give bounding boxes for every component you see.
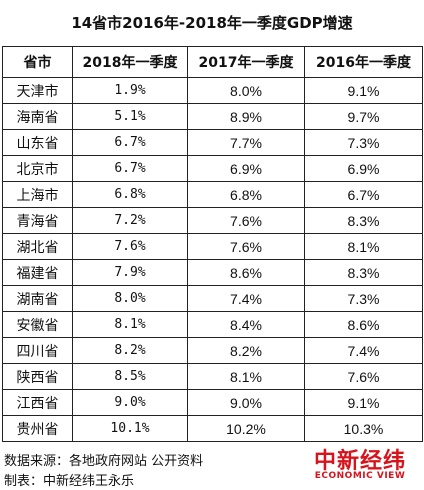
table-maker-note: 制表：中新经纬王永乐 [4,474,135,489]
province-cell: 山东省 [2,129,73,156]
gdp-2017q1-cell: 7.4% [187,285,305,312]
province-cell: 北京市 [2,155,73,182]
gdp-2016q1-cell: 10.3% [304,415,423,442]
logo-text-cn: 中新经纬 [313,449,406,474]
table-header-row: 省市 2018年一季度 2017年一季度 2016年一季度 [2,46,423,78]
gdp-2017q1-cell: 8.2% [187,337,305,364]
province-cell: 天津市 [2,77,73,104]
gdp-2017q1-cell: 8.4% [187,311,305,338]
gdp-2016q1-cell: 8.3% [304,259,423,286]
gdp-2018q1-cell: 6.8% [72,181,188,208]
table-row: 北京市 6.7% 6.9% 6.9% [2,155,423,182]
gdp-2016q1-cell: 6.7% [304,181,423,208]
province-cell: 上海市 [2,181,73,208]
gdp-2018q1-cell: 6.7% [72,155,188,182]
gdp-2016q1-cell: 9.1% [304,77,423,104]
gdp-table: 省市 2018年一季度 2017年一季度 2016年一季度 天津市 1.9% 8.0… [2,46,423,442]
gdp-2016q1-cell: 9.1% [304,389,423,416]
gdp-2018q1-cell: 6.7% [72,129,188,156]
table-row: 贵州省 10.1% 10.2% 10.3% [2,415,423,442]
gdp-2018q1-cell: 7.6% [72,233,188,260]
gdp-2017q1-cell: 8.6% [187,259,305,286]
table-row: 湖北省 7.6% 7.6% 8.1% [2,233,423,260]
table-body: 天津市 1.9% 8.0% 9.1% 海南省 5.1% 8.9% 9.7% 山东省 6.7% 7.7… [2,77,423,442]
table-row: 安徽省 8.1% 8.4% 8.6% [2,311,423,338]
gdp-2017q1-cell: 7.6% [187,207,305,234]
gdp-2016q1-cell: 8.6% [304,311,423,338]
province-cell: 江西省 [2,389,73,416]
province-cell: 海南省 [2,103,73,130]
gdp-2016q1-cell: 7.3% [304,285,423,312]
table-row: 海南省 5.1% 8.9% 9.7% [2,103,423,130]
gdp-2016q1-cell: 7.4% [304,337,423,364]
gdp-2016q1-cell: 8.3% [304,207,423,234]
data-source-note: 数据来源：各地政府网站 公开资料 [4,454,204,469]
gdp-2017q1-cell: 8.1% [187,363,305,390]
table-row: 江西省 9.0% 9.0% 9.1% [2,389,423,416]
gdp-2018q1-cell: 8.5% [72,363,188,390]
gdp-2018q1-cell: 8.0% [72,285,188,312]
province-cell: 湖北省 [2,233,73,260]
column-header-province: 省市 [2,46,73,78]
logo-text-en: ECONOMIC VIEW [314,471,406,481]
table-row: 山东省 6.7% 7.7% 7.3% [2,129,423,156]
table-row: 湖南省 8.0% 7.4% 7.3% [2,285,423,312]
table-row: 天津市 1.9% 8.0% 9.1% [2,77,423,104]
table-row: 上海市 6.8% 6.8% 6.7% [2,181,423,208]
table-title: 14省市2016年-2018年一季度GDP增速 [71,14,353,32]
gdp-2016q1-cell: 9.7% [304,103,423,130]
gdp-2018q1-cell: 7.9% [72,259,188,286]
gdp-2018q1-cell: 7.2% [72,207,188,234]
gdp-2017q1-cell: 7.6% [187,233,305,260]
gdp-2016q1-cell: 7.6% [304,363,423,390]
gdp-2017q1-cell: 8.9% [187,103,305,130]
gdp-2017q1-cell: 10.2% [187,415,305,442]
gdp-2017q1-cell: 9.0% [187,389,305,416]
table-row: 青海省 7.2% 7.6% 8.3% [2,207,423,234]
province-cell: 湖南省 [2,285,73,312]
gdp-2018q1-cell: 5.1% [72,103,188,130]
table-row: 福建省 7.9% 8.6% 8.3% [2,259,423,286]
column-header-2017q1: 2017年一季度 [187,46,305,78]
gdp-2018q1-cell: 1.9% [72,77,188,104]
gdp-2018q1-cell: 8.1% [72,311,188,338]
gdp-2017q1-cell: 8.0% [187,77,305,104]
gdp-2017q1-cell: 6.9% [187,155,305,182]
gdp-2016q1-cell: 7.3% [304,129,423,156]
logo: 中新经纬 ECONOMIC VIEW [300,443,420,487]
gdp-2018q1-cell: 9.0% [72,389,188,416]
gdp-2017q1-cell: 7.7% [187,129,305,156]
gdp-2017q1-cell: 6.8% [187,181,305,208]
province-cell: 安徽省 [2,311,73,338]
province-cell: 福建省 [2,259,73,286]
table-row: 陕西省 8.5% 8.1% 7.6% [2,363,423,390]
gdp-2016q1-cell: 6.9% [304,155,423,182]
gdp-2016q1-cell: 8.1% [304,233,423,260]
province-cell: 贵州省 [2,415,73,442]
column-header-2016q1: 2016年一季度 [304,46,423,78]
gdp-2018q1-cell: 8.2% [72,337,188,364]
province-cell: 四川省 [2,337,73,364]
province-cell: 陕西省 [2,363,73,390]
table-row: 四川省 8.2% 8.2% 7.4% [2,337,423,364]
column-header-2018q1: 2018年一季度 [72,46,188,78]
province-cell: 青海省 [2,207,73,234]
gdp-2018q1-cell: 10.1% [72,415,188,442]
